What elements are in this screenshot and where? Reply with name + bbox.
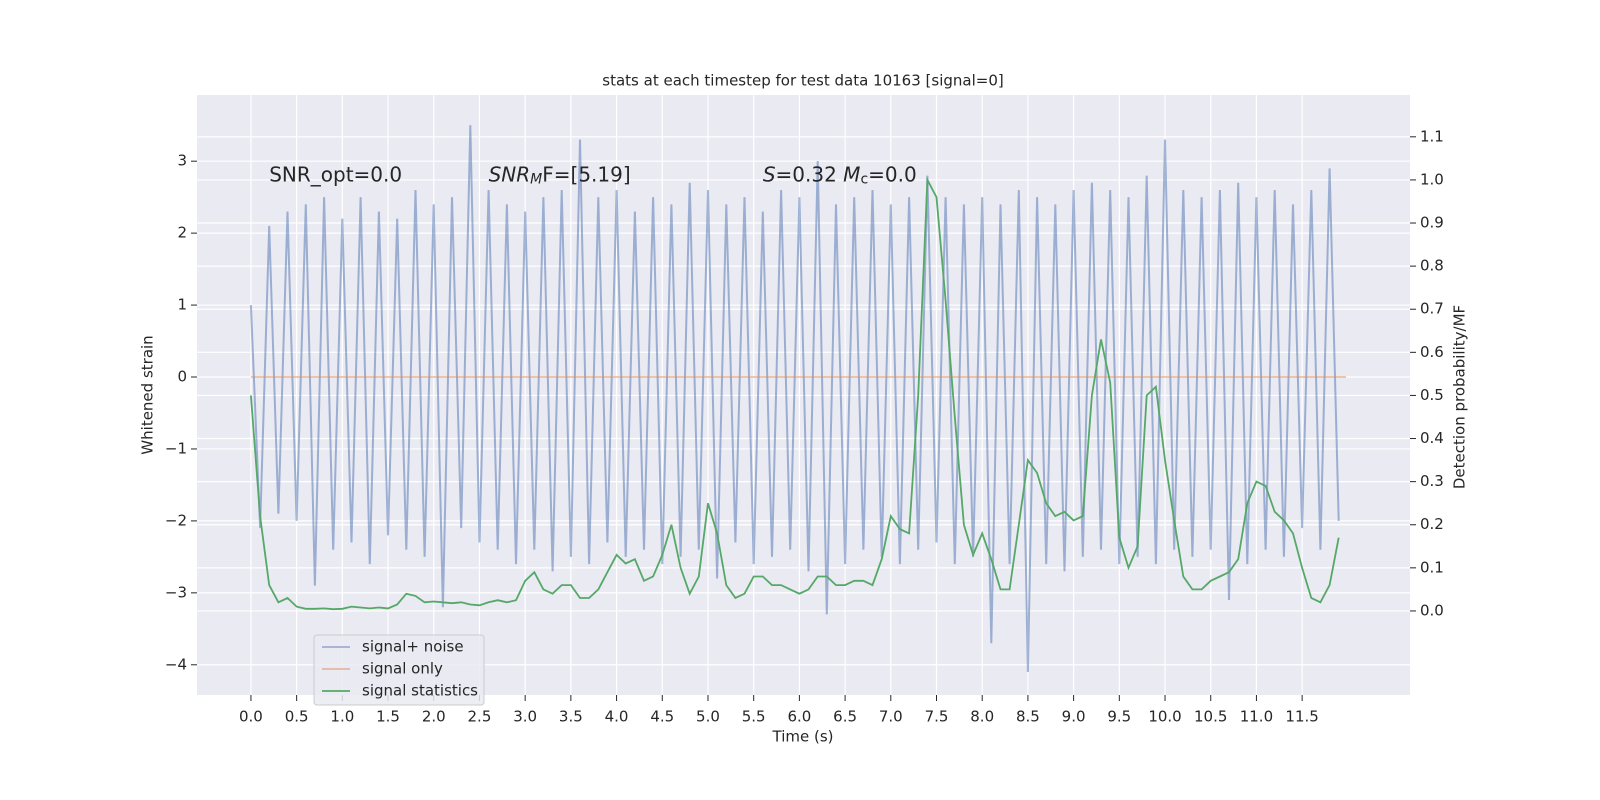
x-tick-label: 9.0 — [1062, 708, 1086, 726]
x-tick-label: 3.0 — [513, 708, 537, 726]
x-tick-label: 10.0 — [1148, 708, 1181, 726]
x-axis-label: Time (s) — [772, 728, 834, 746]
y2-tick-label: 1.1 — [1420, 127, 1444, 145]
annotation-part: F=[5.19] — [542, 162, 630, 186]
y2-tick-label: 0.8 — [1420, 257, 1444, 275]
annotation: S=0.32 Mc=0.0 — [763, 162, 917, 188]
x-tick-label: 8.0 — [970, 708, 994, 726]
y-tick-label: 0 — [177, 368, 187, 386]
x-tick-label: 10.5 — [1194, 708, 1227, 726]
annotation-part: =0.32 — [776, 162, 844, 186]
y2-tick-label: 0.7 — [1420, 300, 1444, 318]
y2-tick-label: 0.4 — [1420, 429, 1444, 447]
legend-label: signal+ noise — [362, 638, 464, 656]
x-tick-label: 3.5 — [559, 708, 583, 726]
annotation-part: c — [860, 172, 868, 188]
y-tick-label: 3 — [177, 152, 187, 170]
annotation-part: M — [530, 172, 542, 188]
legend-label: signal statistics — [362, 682, 478, 700]
annotation-part: S — [763, 162, 776, 186]
y2-tick-label: 0.2 — [1420, 515, 1444, 533]
series-line — [250, 176, 1340, 611]
x-tick-label: 4.0 — [605, 708, 629, 726]
x-tick-label: 7.0 — [879, 708, 903, 726]
x-tick-label: 5.0 — [696, 708, 720, 726]
x-tick-label: 11.5 — [1285, 708, 1318, 726]
y2-tick-label: 0.6 — [1420, 343, 1444, 361]
x-tick-label: 9.5 — [1107, 708, 1131, 726]
legend-box — [313, 634, 485, 706]
annotation: SNRMF=[5.19] — [489, 162, 631, 188]
y2-tick-label: 1.0 — [1420, 170, 1444, 188]
y-tick-label: −2 — [165, 511, 187, 529]
x-tick-label: 2.0 — [422, 708, 446, 726]
y-tick-label: −4 — [165, 655, 187, 673]
annotation-part: =0.0 — [868, 162, 917, 186]
series-line — [249, 125, 1340, 673]
x-tick-label: 7.5 — [925, 708, 949, 726]
y-tick-label: 2 — [177, 224, 187, 242]
legend-label: signal only — [362, 660, 443, 678]
y-tick-label: −3 — [165, 583, 187, 601]
x-tick-label: 4.5 — [650, 708, 674, 726]
y2-axis-label: Detection probability/MF — [1451, 305, 1469, 489]
y2-tick-label: 0.1 — [1420, 558, 1444, 576]
chart-title: stats at each timestep for test data 101… — [602, 72, 1003, 90]
x-tick-label: 8.5 — [1016, 708, 1040, 726]
annotation-part: M — [843, 162, 860, 186]
y2-tick-label: 0.0 — [1420, 601, 1444, 619]
y2-tick-label: 0.3 — [1420, 472, 1444, 490]
x-tick-label: 1.0 — [330, 708, 354, 726]
x-tick-label: 5.5 — [742, 708, 766, 726]
annotation: SNR_opt=0.0 — [269, 162, 402, 186]
x-tick-label: 6.0 — [787, 708, 811, 726]
y2-tick-label: 0.9 — [1420, 214, 1444, 232]
y-tick-label: −1 — [165, 439, 187, 457]
x-tick-label: 1.5 — [376, 708, 400, 726]
annotation-part: SNR — [489, 162, 531, 186]
x-tick-label: 11.0 — [1240, 708, 1273, 726]
y2-tick-label: 0.5 — [1420, 386, 1444, 404]
x-tick-label: 0.0 — [239, 708, 263, 726]
x-tick-label: 6.5 — [833, 708, 857, 726]
y-axis-label: Whitened strain — [139, 335, 157, 454]
x-tick-label: 2.5 — [468, 708, 492, 726]
y-tick-label: 1 — [177, 296, 187, 314]
annotation-part: SNR_opt=0.0 — [269, 162, 402, 186]
x-tick-label: 0.5 — [285, 708, 309, 726]
